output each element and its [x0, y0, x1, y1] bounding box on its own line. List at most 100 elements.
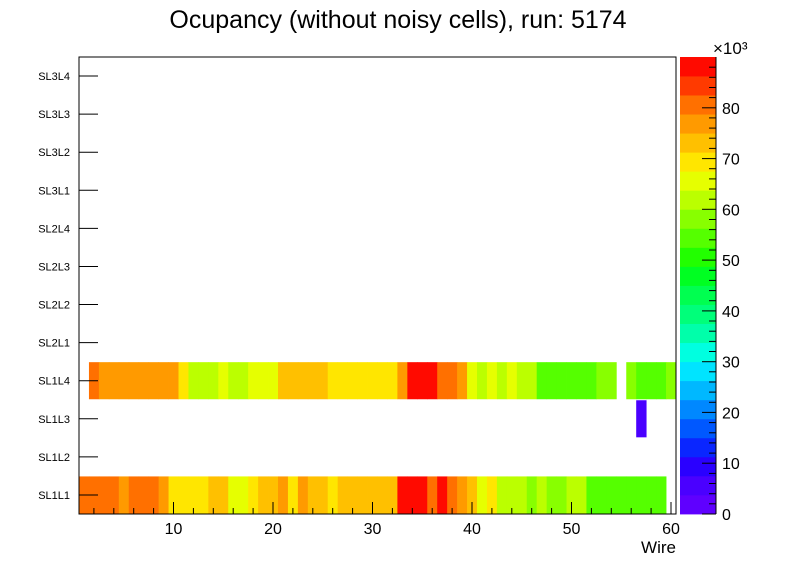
x-tick-label: 40	[463, 521, 481, 538]
heatmap-cell	[486, 476, 498, 514]
heatmap-cell	[238, 476, 249, 514]
heatmap-cell	[297, 476, 309, 514]
y-tick-label: SL2L1	[38, 338, 70, 350]
heatmap-cell	[198, 476, 209, 514]
colorbar-segment	[680, 475, 716, 496]
heatmap-cell	[506, 362, 518, 400]
heatmap-cell	[556, 362, 567, 400]
heatmap-cell	[407, 362, 418, 400]
heatmap-cell	[158, 362, 169, 400]
x-tick-label: 20	[264, 521, 282, 538]
colorbar-exponent-label: ×10³	[713, 39, 748, 58]
heatmap-cell	[526, 362, 538, 400]
colorbar-tick-label: 10	[722, 456, 740, 473]
heatmap-cell	[457, 362, 468, 400]
heatmap-cell	[666, 362, 677, 400]
colorbar-segment	[680, 285, 716, 305]
heatmap-cell	[606, 476, 617, 514]
heatmap-cell	[486, 362, 498, 400]
heatmap-cell	[268, 476, 279, 514]
y-axis: SL1L1 SL1L2 SL1L3 SL1L4 SL2L1 SL2L2 SL2L3 SL2L4…	[38, 71, 98, 502]
heatmap-cell	[437, 476, 448, 514]
heatmap-cell	[576, 362, 587, 400]
heatmap-cell	[268, 362, 279, 400]
heatmap-cell	[278, 362, 289, 400]
heatmap-cell	[367, 476, 378, 514]
heatmap-cell	[337, 476, 349, 514]
colorbar-segment	[680, 304, 716, 324]
heatmap-cell	[536, 476, 548, 514]
colorbar-segment	[680, 209, 716, 229]
colorbar-tick-label: 70	[722, 152, 740, 169]
heatmap-cell	[646, 476, 657, 514]
colorbar-segment	[680, 437, 716, 458]
heatmap-cell	[526, 476, 538, 514]
heatmap-cell	[636, 362, 647, 400]
heatmap-cell	[108, 476, 120, 514]
heatmap-cell	[656, 476, 667, 514]
colorbar-segment	[680, 361, 716, 382]
heatmap-cell	[128, 362, 140, 400]
colorbar-segment	[680, 342, 716, 363]
heatmap-cell	[367, 362, 378, 400]
heatmap-cell	[357, 362, 368, 400]
heatmap-cell	[307, 362, 319, 400]
colorbar-segment	[680, 399, 716, 420]
heatmap-cell	[586, 362, 597, 400]
heatmap-cell	[377, 362, 388, 400]
colorbar-tick-label: 20	[722, 405, 740, 422]
heatmap-cell	[387, 476, 398, 514]
heatmap-cell	[397, 476, 408, 514]
heatmap-cell	[496, 362, 508, 400]
colorbar-tick-label: 60	[722, 202, 740, 219]
heatmap-cell	[506, 476, 518, 514]
heatmap-cell	[566, 362, 577, 400]
heatmap-cell	[138, 362, 150, 400]
y-tick-label: SL2L3	[38, 262, 70, 274]
colorbar-segment	[680, 228, 716, 248]
heatmap-cell	[467, 362, 478, 400]
plot-frame	[78, 56, 677, 515]
colorbar-segment	[680, 380, 716, 401]
heatmap-cell	[228, 476, 239, 514]
chart-title: Ocupancy (without noisy cells), run: 517…	[169, 6, 626, 34]
heatmap-cell	[516, 362, 528, 400]
heatmap-cell	[148, 476, 159, 514]
y-tick-label: SL3L2	[38, 147, 70, 159]
colorbar-segment	[680, 494, 716, 515]
heatmap-cell	[636, 400, 647, 438]
heatmap-cell	[208, 476, 219, 514]
heatmap-cell	[327, 476, 339, 514]
heatmap-cell	[168, 362, 179, 400]
x-tick-label: 50	[563, 521, 581, 538]
y-tick-label: SL1L4	[38, 376, 70, 388]
heatmap-cell	[566, 476, 577, 514]
colorbar-tick-label: 40	[722, 304, 740, 321]
heatmap-cell	[138, 476, 150, 514]
heatmap-cell	[218, 476, 229, 514]
y-tick-label: SL2L4	[38, 223, 70, 235]
colorbar-tick-label: 30	[722, 355, 740, 372]
heatmap-cell	[258, 362, 269, 400]
heatmap-cell	[317, 476, 329, 514]
colorbar-segment	[680, 456, 716, 477]
colorbar-segment	[680, 190, 716, 210]
heatmap-cell	[347, 476, 358, 514]
heatmap-cell	[98, 476, 110, 514]
heatmap-cell	[248, 476, 259, 514]
heatmap-cell	[626, 476, 637, 514]
colorbar-segment	[680, 95, 716, 115]
heatmap-cell	[626, 362, 637, 400]
x-axis: 10 20 30 40 50 60	[93, 502, 680, 538]
heatmap-cell	[238, 362, 249, 400]
x-tick-label: 30	[364, 521, 382, 538]
heatmap-cell	[437, 362, 448, 400]
x-axis-label: Wire	[641, 538, 676, 557]
heatmap-cell	[586, 476, 597, 514]
heatmap-cell	[228, 362, 239, 400]
y-tick-label: SL1L3	[38, 414, 70, 426]
heatmap-cell	[148, 362, 159, 400]
heatmap-cell	[447, 476, 458, 514]
colorbar-tick-label: 0	[722, 507, 731, 524]
heatmap-cell	[337, 362, 349, 400]
